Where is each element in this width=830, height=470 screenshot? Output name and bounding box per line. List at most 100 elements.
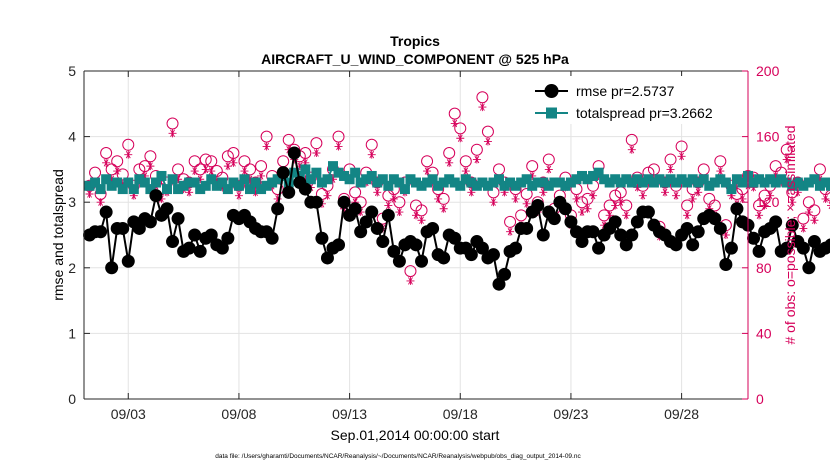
y-tick-label: 1 bbox=[68, 325, 76, 341]
rmse-marker bbox=[276, 166, 290, 180]
obs-assimilated-marker bbox=[384, 201, 393, 210]
totalspread-marker bbox=[150, 177, 161, 188]
totalspread-marker bbox=[95, 184, 106, 195]
obs-possible-marker bbox=[415, 204, 428, 217]
totalspread-marker bbox=[626, 177, 637, 188]
totalspread-marker bbox=[792, 177, 803, 188]
totalspread-marker bbox=[759, 177, 770, 188]
rmse-marker bbox=[686, 238, 700, 252]
totalspread-marker bbox=[637, 177, 648, 188]
totalspread-marker bbox=[300, 164, 311, 175]
obs-assimilated-marker bbox=[229, 158, 238, 167]
legend-spread-label: totalspread pr=3.2662 bbox=[576, 105, 713, 121]
totalspread-marker bbox=[101, 174, 112, 185]
totalspread-marker bbox=[488, 177, 499, 188]
totalspread-marker bbox=[577, 170, 587, 181]
y-tick-label: 2 bbox=[68, 260, 76, 276]
rmse-marker bbox=[99, 205, 113, 219]
rmse-marker bbox=[807, 235, 821, 249]
totalspread-marker bbox=[184, 177, 195, 188]
obs-assimilated-marker bbox=[622, 211, 631, 220]
totalspread-marker bbox=[433, 180, 444, 191]
totalspread-marker bbox=[549, 177, 560, 188]
rmse-marker bbox=[282, 185, 296, 199]
obs-assimilated-marker bbox=[445, 158, 454, 167]
rmse-marker bbox=[713, 221, 727, 235]
totalspread-marker bbox=[449, 177, 460, 188]
totalspread-marker bbox=[599, 174, 610, 185]
totalspread-marker bbox=[615, 177, 626, 188]
totalspread-marker bbox=[123, 177, 134, 188]
totalspread-marker bbox=[455, 180, 466, 191]
totalspread-marker bbox=[106, 180, 117, 191]
obs-possible-marker bbox=[714, 155, 727, 168]
totalspread-marker bbox=[471, 180, 482, 191]
totalspread-marker bbox=[654, 174, 665, 185]
totalspread-marker bbox=[305, 174, 316, 185]
obs-assimilated-marker bbox=[633, 183, 642, 192]
totalspread-marker bbox=[704, 180, 715, 191]
rmse-marker bbox=[348, 202, 362, 216]
y2-tick-label: 200 bbox=[756, 63, 780, 79]
totalspread-marker bbox=[820, 177, 830, 188]
obs-possible-marker bbox=[802, 196, 815, 209]
y2-axis-label: # of obs: o=possible; ×=assimilated bbox=[782, 125, 798, 344]
obs-possible-marker bbox=[238, 155, 251, 168]
legend-box bbox=[527, 76, 743, 124]
totalspread-marker bbox=[460, 174, 471, 185]
rmse-marker bbox=[536, 228, 550, 242]
obs-assimilated-marker bbox=[738, 194, 747, 203]
totalspread-marker bbox=[366, 170, 377, 181]
totalspread-marker bbox=[687, 174, 698, 185]
x-tick-label: 09/03 bbox=[111, 406, 146, 422]
x-axis-label: Sep.01,2014 00:00:00 start bbox=[331, 427, 500, 443]
totalspread-marker bbox=[521, 174, 532, 185]
obs-possible-marker bbox=[332, 130, 345, 143]
obs-assimilated-marker bbox=[96, 198, 105, 207]
obs-assimilated-marker bbox=[727, 191, 736, 200]
rmse-marker bbox=[365, 205, 379, 219]
totalspread-marker bbox=[145, 184, 156, 195]
totalspread-marker bbox=[571, 174, 582, 185]
totalspread-marker bbox=[333, 167, 344, 178]
rmse-marker bbox=[520, 221, 534, 235]
y2-tick-label: 120 bbox=[756, 194, 780, 210]
totalspread-marker bbox=[814, 180, 825, 191]
totalspread-marker bbox=[261, 180, 272, 191]
totalspread-series bbox=[84, 161, 830, 195]
rmse-marker bbox=[409, 238, 423, 252]
totalspread-marker bbox=[505, 177, 516, 188]
totalspread-marker bbox=[250, 177, 261, 188]
obs-assimilated-marker bbox=[583, 204, 592, 213]
x-tick-label: 09/13 bbox=[332, 406, 367, 422]
obs-assimilated-marker bbox=[412, 211, 420, 220]
obs-assimilated-marker bbox=[688, 194, 697, 203]
obs-assimilated-marker bbox=[185, 188, 194, 197]
rmse-marker bbox=[802, 261, 816, 275]
rmse-marker bbox=[132, 221, 146, 235]
totalspread-marker bbox=[178, 180, 189, 191]
obs-possible-marker bbox=[448, 107, 461, 120]
y-tick-label: 4 bbox=[68, 129, 76, 145]
totalspread-marker bbox=[477, 177, 488, 188]
obs-possible-marker bbox=[647, 163, 660, 176]
rmse-marker bbox=[359, 215, 373, 229]
totalspread-marker bbox=[162, 184, 172, 195]
obs-possible-marker bbox=[470, 143, 483, 156]
totalspread-marker bbox=[200, 180, 211, 191]
obs-possible-marker bbox=[421, 155, 434, 168]
y-tick-label: 3 bbox=[68, 194, 76, 210]
obs-assimilated-marker bbox=[334, 142, 343, 151]
y2-tick-label: 0 bbox=[756, 391, 764, 407]
obs-assimilated-marker bbox=[766, 191, 775, 200]
obs-assimilated-marker bbox=[207, 167, 216, 176]
y-axis-label: rmse and totalspread bbox=[50, 169, 66, 301]
rmse-marker bbox=[752, 244, 766, 258]
totalspread-marker bbox=[134, 174, 145, 185]
obs-possible-marker bbox=[365, 138, 378, 151]
obs-assimilated-marker bbox=[589, 191, 598, 200]
totalspread-marker bbox=[731, 174, 742, 185]
rmse-marker bbox=[298, 182, 312, 196]
totalspread-marker bbox=[416, 180, 427, 191]
obs-assimilated-marker bbox=[478, 103, 487, 112]
